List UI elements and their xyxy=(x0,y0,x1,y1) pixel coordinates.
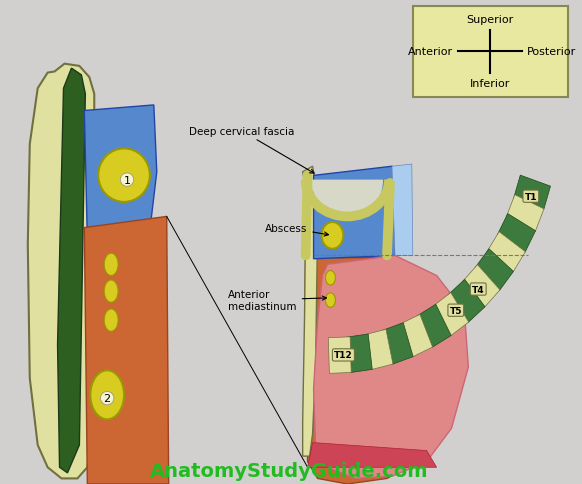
Ellipse shape xyxy=(90,371,124,420)
Polygon shape xyxy=(487,232,526,272)
Polygon shape xyxy=(433,293,469,336)
Text: Anterior
mediastinum: Anterior mediastinum xyxy=(228,289,327,311)
Text: T4: T4 xyxy=(472,285,485,294)
Ellipse shape xyxy=(325,293,335,308)
Polygon shape xyxy=(28,64,94,479)
Ellipse shape xyxy=(104,280,118,302)
Text: Abscess: Abscess xyxy=(265,223,328,237)
Polygon shape xyxy=(328,337,351,374)
Polygon shape xyxy=(308,443,436,468)
FancyBboxPatch shape xyxy=(413,7,567,98)
Polygon shape xyxy=(303,167,318,456)
Text: AnatomyStudyGuide.com: AnatomyStudyGuide.com xyxy=(150,461,428,480)
Polygon shape xyxy=(84,217,169,484)
Ellipse shape xyxy=(321,223,343,249)
Text: Superior: Superior xyxy=(467,15,514,25)
Ellipse shape xyxy=(104,254,118,276)
Text: Inferior: Inferior xyxy=(470,78,510,89)
Text: Posterior: Posterior xyxy=(527,47,576,57)
Polygon shape xyxy=(513,176,551,210)
Polygon shape xyxy=(462,265,500,307)
Text: Deep cervical fascia: Deep cervical fascia xyxy=(189,126,314,174)
Polygon shape xyxy=(392,165,413,256)
Text: T5: T5 xyxy=(449,306,462,315)
Polygon shape xyxy=(417,304,451,348)
Polygon shape xyxy=(382,323,413,364)
Wedge shape xyxy=(311,180,383,220)
Polygon shape xyxy=(314,256,469,479)
Text: Anterior: Anterior xyxy=(408,47,453,57)
Polygon shape xyxy=(58,69,86,473)
Polygon shape xyxy=(346,334,372,373)
Text: 1: 1 xyxy=(123,175,130,185)
Polygon shape xyxy=(475,249,513,291)
Ellipse shape xyxy=(325,271,335,286)
Ellipse shape xyxy=(104,309,118,332)
Text: T1: T1 xyxy=(524,192,537,201)
Text: T12: T12 xyxy=(334,351,353,360)
Ellipse shape xyxy=(98,149,150,202)
Polygon shape xyxy=(506,195,544,232)
Polygon shape xyxy=(400,315,432,357)
Text: 2: 2 xyxy=(104,393,111,403)
Polygon shape xyxy=(365,330,393,370)
Polygon shape xyxy=(84,106,157,239)
Polygon shape xyxy=(304,258,442,484)
Polygon shape xyxy=(314,167,397,259)
Polygon shape xyxy=(448,280,485,323)
Polygon shape xyxy=(497,214,535,253)
